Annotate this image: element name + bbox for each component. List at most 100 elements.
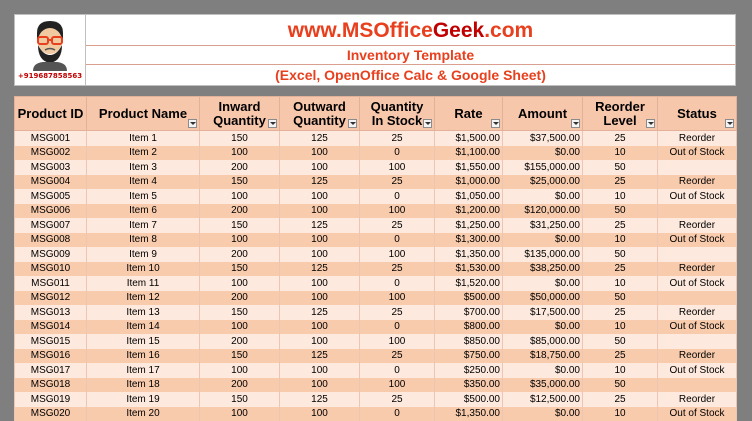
status-cell[interactable]: Reorder [658,262,737,277]
reorder-level-cell[interactable]: 25 [583,305,658,320]
outward-quantity-cell[interactable]: 100 [280,276,360,291]
status-cell[interactable]: Out of Stock [658,233,737,248]
product-id-cell[interactable]: MSG009 [15,247,87,262]
status-cell[interactable]: Out of Stock [658,363,737,378]
outward-quantity-cell[interactable]: 100 [280,247,360,262]
product-name-cell[interactable]: Item 2 [87,146,200,161]
reorder-level-cell[interactable]: 10 [583,320,658,335]
inward-quantity-cell[interactable]: 200 [200,160,280,175]
status-cell[interactable]: Reorder [658,349,737,364]
rate-cell[interactable]: $350.00 [435,378,503,393]
outward-quantity-cell[interactable]: 100 [280,378,360,393]
amount-cell[interactable]: $0.00 [503,233,583,248]
outward-quantity-cell[interactable]: 125 [280,131,360,146]
amount-cell[interactable]: $135,000.00 [503,247,583,262]
product-name-cell[interactable]: Item 12 [87,291,200,306]
rate-cell[interactable]: $850.00 [435,334,503,349]
reorder-level-cell[interactable]: 10 [583,189,658,204]
inward-quantity-cell[interactable]: 150 [200,131,280,146]
outward-quantity-cell[interactable]: 100 [280,233,360,248]
inward-quantity-cell[interactable]: 100 [200,233,280,248]
reorder-level-cell[interactable]: 25 [583,349,658,364]
quantity-in-stock-cell[interactable]: 100 [360,160,435,175]
reorder-level-cell[interactable]: 50 [583,160,658,175]
outward-quantity-cell[interactable]: 100 [280,146,360,161]
inward-quantity-cell[interactable]: 200 [200,378,280,393]
status-cell[interactable]: Reorder [658,305,737,320]
reorder-level-cell[interactable]: 25 [583,131,658,146]
reorder-level-cell[interactable]: 25 [583,262,658,277]
amount-cell[interactable]: $38,250.00 [503,262,583,277]
product-name-cell[interactable]: Item 11 [87,276,200,291]
inward-quantity-cell[interactable]: 150 [200,392,280,407]
outward-quantity-cell[interactable]: 100 [280,189,360,204]
inward-quantity-cell[interactable]: 100 [200,320,280,335]
product-id-cell[interactable]: MSG002 [15,146,87,161]
inward-quantity-cell[interactable]: 150 [200,175,280,190]
quantity-in-stock-cell[interactable]: 100 [360,334,435,349]
product-name-cell[interactable]: Item 8 [87,233,200,248]
product-id-cell[interactable]: MSG001 [15,131,87,146]
product-name-cell[interactable]: Item 13 [87,305,200,320]
inward-quantity-cell[interactable]: 150 [200,305,280,320]
rate-cell[interactable]: $1,500.00 [435,131,503,146]
quantity-in-stock-cell[interactable]: 0 [360,146,435,161]
product-id-cell[interactable]: MSG015 [15,334,87,349]
amount-cell[interactable]: $25,000.00 [503,175,583,190]
rate-cell[interactable]: $1,520.00 [435,276,503,291]
quantity-in-stock-cell[interactable]: 0 [360,189,435,204]
reorder-level-cell[interactable]: 10 [583,407,658,421]
inward-quantity-cell[interactable]: 100 [200,276,280,291]
inward-quantity-cell[interactable]: 200 [200,204,280,219]
status-cell[interactable]: Out of Stock [658,320,737,335]
rate-cell[interactable]: $1,050.00 [435,189,503,204]
status-cell[interactable] [658,378,737,393]
product-name-cell[interactable]: Item 17 [87,363,200,378]
inward-quantity-cell[interactable]: 150 [200,262,280,277]
amount-cell[interactable]: $0.00 [503,363,583,378]
rate-cell[interactable]: $500.00 [435,392,503,407]
amount-cell[interactable]: $0.00 [503,407,583,421]
product-name-cell[interactable]: Item 3 [87,160,200,175]
reorder-level-cell[interactable]: 25 [583,175,658,190]
product-id-cell[interactable]: MSG003 [15,160,87,175]
product-name-cell[interactable]: Item 20 [87,407,200,421]
reorder-level-cell[interactable]: 25 [583,218,658,233]
rate-cell[interactable]: $800.00 [435,320,503,335]
outward-quantity-cell[interactable]: 100 [280,334,360,349]
quantity-in-stock-cell[interactable]: 25 [360,392,435,407]
quantity-in-stock-cell[interactable]: 25 [360,349,435,364]
product-name-cell[interactable]: Item 6 [87,204,200,219]
rate-cell[interactable]: $1,350.00 [435,247,503,262]
quantity-in-stock-cell[interactable]: 100 [360,378,435,393]
product-name-cell[interactable]: Item 16 [87,349,200,364]
amount-cell[interactable]: $50,000.00 [503,291,583,306]
amount-cell[interactable]: $37,500.00 [503,131,583,146]
outward-quantity-cell[interactable]: 125 [280,262,360,277]
reorder-level-cell[interactable]: 10 [583,233,658,248]
reorder-level-cell[interactable]: 10 [583,276,658,291]
product-id-cell[interactable]: MSG004 [15,175,87,190]
rate-cell[interactable]: $250.00 [435,363,503,378]
reorder-level-cell[interactable]: 50 [583,334,658,349]
inward-quantity-cell[interactable]: 100 [200,363,280,378]
filter-dropdown-icon[interactable] [188,119,197,128]
inward-quantity-cell[interactable]: 150 [200,349,280,364]
amount-cell[interactable]: $0.00 [503,146,583,161]
status-cell[interactable]: Reorder [658,131,737,146]
rate-cell[interactable]: $1,300.00 [435,233,503,248]
outward-quantity-cell[interactable]: 100 [280,204,360,219]
product-id-cell[interactable]: MSG010 [15,262,87,277]
product-id-cell[interactable]: MSG011 [15,276,87,291]
reorder-level-cell[interactable]: 50 [583,378,658,393]
amount-cell[interactable]: $17,500.00 [503,305,583,320]
amount-cell[interactable]: $85,000.00 [503,334,583,349]
status-cell[interactable]: Out of Stock [658,407,737,421]
reorder-level-cell[interactable]: 50 [583,291,658,306]
product-name-cell[interactable]: Item 7 [87,218,200,233]
quantity-in-stock-cell[interactable]: 25 [360,262,435,277]
reorder-level-cell[interactable]: 50 [583,247,658,262]
product-id-cell[interactable]: MSG006 [15,204,87,219]
product-id-cell[interactable]: MSG013 [15,305,87,320]
inward-quantity-cell[interactable]: 100 [200,189,280,204]
